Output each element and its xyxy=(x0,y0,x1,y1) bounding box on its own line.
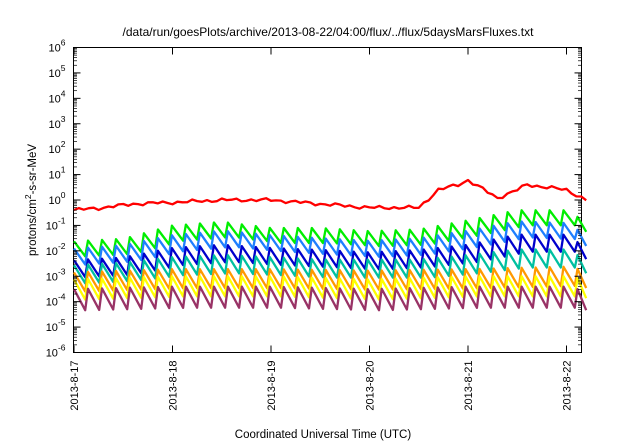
x-axis-label: Coordinated Universal Time (UTC) xyxy=(235,429,412,441)
series-line-5 xyxy=(73,265,588,293)
y-tick-label: 105 xyxy=(49,63,66,80)
y-tick-label: 10-2 xyxy=(46,241,66,258)
x-tick-label: 2013-8-21 xyxy=(463,361,475,411)
series-line-2 xyxy=(73,220,588,266)
y-tick-label: 10-4 xyxy=(46,292,66,309)
series-line-7 xyxy=(72,285,588,312)
y-tick-label: 101 xyxy=(49,165,66,182)
y-tick-label: 10-1 xyxy=(46,215,66,232)
y-tick-label: 10-3 xyxy=(46,266,66,283)
x-tick-label: 2013-8-17 xyxy=(69,361,81,411)
y-tick-label: 10-6 xyxy=(46,343,66,360)
series-line-4 xyxy=(73,248,588,285)
y-tick-label: 100 xyxy=(49,190,66,207)
series-layer xyxy=(72,178,588,312)
y-tick-label: 106 xyxy=(49,38,66,55)
y-tick-label: 10-5 xyxy=(46,317,66,334)
x-axis: 2013-8-17 2013-8-18 2013-8-19 2013-8-20 2013… xyxy=(69,47,574,411)
y-tick-label: 102 xyxy=(49,139,66,156)
x-tick-label: 2013-8-18 xyxy=(168,361,180,411)
series-line-1 xyxy=(73,209,588,258)
y-tick-label: 104 xyxy=(49,88,66,105)
y-axis-label: protons/cm2-s-sr-MeV xyxy=(23,144,39,256)
y-tick-label: 103 xyxy=(49,114,66,131)
x-tick-label: 2013-8-20 xyxy=(365,361,377,411)
x-tick-label: 2013-8-22 xyxy=(562,361,574,411)
chart-title: /data/run/goesPlots/archive/2013-08-22/0… xyxy=(123,25,535,39)
x-tick-label: 2013-8-19 xyxy=(266,361,278,411)
series-line-6 xyxy=(72,275,588,301)
series-line-0 xyxy=(73,178,587,212)
series-line-3 xyxy=(73,233,588,279)
